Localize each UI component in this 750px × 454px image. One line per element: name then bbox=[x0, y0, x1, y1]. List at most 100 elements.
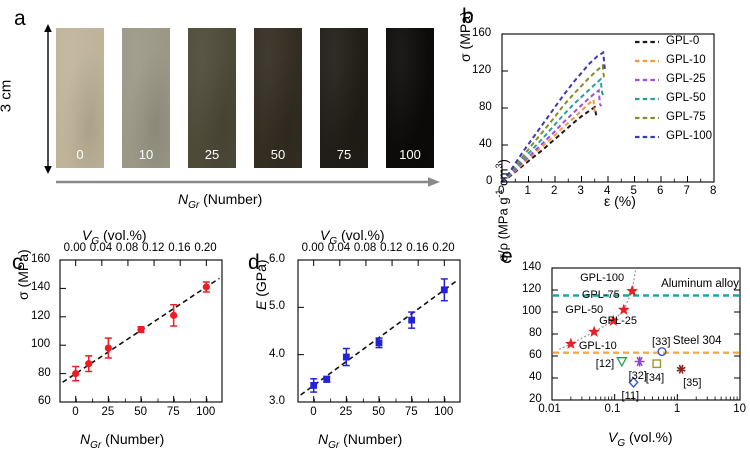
sample-strip-label: 10 bbox=[138, 147, 154, 162]
panel-d-data-points bbox=[310, 278, 448, 393]
tick-label: 0.16 bbox=[406, 242, 429, 254]
tick-label: GPL-10 bbox=[578, 339, 617, 352]
scale-bar-arrow bbox=[44, 24, 52, 174]
tick-label: GPL-50 bbox=[565, 303, 604, 316]
tick-label: 0.04 bbox=[327, 242, 351, 254]
legend-item: GPL-100 bbox=[634, 131, 712, 143]
tick-label: [12] bbox=[595, 357, 615, 370]
sample-strip-50: 50 bbox=[254, 28, 302, 168]
panel-c-top-axis-title: VG (vol.%) bbox=[82, 228, 147, 247]
panel-d-axes-frame bbox=[297, 259, 461, 403]
panel-c-x-axis-title: NGr (Number) bbox=[80, 432, 164, 451]
panel-b-x-ticks bbox=[501, 176, 715, 182]
tick-label: 3.0 bbox=[269, 395, 285, 407]
tick-label: 100 bbox=[434, 406, 454, 418]
panel-c-top-axis-symbol: V bbox=[82, 227, 92, 243]
panel-d-top-axis-title: VG (vol.%) bbox=[320, 228, 385, 247]
panel-e-x-axis-unit: (vol.%) bbox=[625, 429, 673, 445]
panel-a-letter: a bbox=[14, 7, 26, 30]
tick-label: 40 bbox=[529, 371, 542, 383]
tick-label: 0 bbox=[310, 406, 317, 418]
tick-label: 1 bbox=[673, 403, 681, 415]
panel-c-top-axis-unit: (vol.%) bbox=[99, 227, 147, 243]
tick-label: 7 bbox=[683, 185, 690, 197]
panel-e-chart bbox=[551, 267, 741, 401]
sample-strip-label: 25 bbox=[204, 147, 220, 162]
tick-label: 20 bbox=[529, 393, 542, 405]
panel-d-letter: d bbox=[248, 251, 260, 274]
tick-label: 120 bbox=[31, 309, 51, 322]
tick-label: 60 bbox=[38, 395, 51, 407]
legend-swatch-line bbox=[635, 116, 659, 120]
tick-label: 0.20 bbox=[194, 242, 217, 254]
tick-label: 3 bbox=[577, 185, 584, 197]
tick-label: 4 bbox=[604, 185, 611, 197]
tick-label: [32] bbox=[628, 369, 647, 382]
tick-label: 0.1 bbox=[604, 403, 621, 415]
tick-label: [35] bbox=[683, 377, 702, 390]
tick-label: 120 bbox=[472, 64, 492, 76]
legend-label: GPL-10 bbox=[666, 54, 706, 67]
legend-item: GPL-25 bbox=[634, 74, 706, 86]
tick-label: 1 bbox=[524, 185, 531, 197]
panel-e-x-axis-title: VG (vol.%) bbox=[608, 430, 673, 449]
panel-a-direction-arrow bbox=[56, 177, 440, 187]
panel-c-letter: c bbox=[12, 251, 23, 274]
panel-d-chart bbox=[297, 259, 461, 403]
tick-label: 0.08 bbox=[353, 242, 377, 254]
panel-d-y-axis-title-text: E (GPa) bbox=[253, 259, 269, 310]
tick-label: 25 bbox=[101, 406, 115, 418]
panel-c-y-axis-title-text: σ (MPa) bbox=[15, 249, 31, 300]
tick-label: 0.01 bbox=[538, 403, 561, 415]
tick-label: 0 bbox=[486, 175, 493, 187]
panel-e-axes-frame bbox=[551, 267, 741, 401]
tick-label: 0.04 bbox=[89, 242, 113, 254]
sample-strip-0: 0 bbox=[56, 28, 104, 168]
tick-label: [34] bbox=[645, 371, 665, 384]
panel-c-data-points bbox=[72, 281, 210, 382]
sample-strip-25: 25 bbox=[188, 28, 236, 168]
legend-label: GPL-100 bbox=[666, 130, 713, 143]
sample-strip-10: 10 bbox=[122, 28, 170, 168]
panel-d-ticks bbox=[297, 259, 446, 403]
legend-swatch-line bbox=[635, 59, 659, 63]
tick-label: 140 bbox=[522, 261, 542, 273]
tick-label: 0.20 bbox=[432, 242, 455, 254]
tick-label: 4.0 bbox=[269, 347, 285, 360]
tick-label: 0.12 bbox=[380, 242, 403, 254]
tick-label: 10 bbox=[733, 403, 746, 415]
tick-label: 0 bbox=[72, 406, 79, 418]
tick-label: Steel 304 bbox=[672, 334, 722, 347]
legend-swatch-line bbox=[635, 78, 659, 82]
tick-label: 75 bbox=[404, 406, 418, 418]
legend-label: GPL-50 bbox=[666, 92, 706, 105]
panel-c-chart bbox=[59, 259, 223, 403]
legend-swatch-line bbox=[635, 135, 659, 139]
panel-b-axes-frame bbox=[501, 33, 715, 183]
panel-c-x-axis-symbol: N bbox=[80, 431, 91, 447]
panel-e-letter: e bbox=[501, 245, 513, 268]
tick-label: 6 bbox=[657, 185, 664, 197]
tick-label: 50 bbox=[372, 406, 385, 418]
legend-item: GPL-50 bbox=[634, 93, 706, 105]
panel-d-x-axis-subscript: Gr bbox=[328, 439, 340, 451]
panel-d-top-axis-symbol: V bbox=[320, 227, 330, 243]
tick-label: 50 bbox=[134, 406, 147, 418]
panel-b-series-group bbox=[501, 50, 607, 183]
panel-c-ticks bbox=[59, 259, 208, 403]
tick-label: [33] bbox=[652, 335, 671, 348]
panel-e-data-points bbox=[564, 284, 686, 389]
tick-label: 75 bbox=[166, 406, 180, 418]
tick-label: 40 bbox=[479, 138, 492, 150]
tick-label: 0.08 bbox=[115, 242, 139, 254]
scale-bar-label-text: 3 cm bbox=[0, 79, 15, 113]
tick-label: GPL-100 bbox=[580, 272, 625, 285]
sample-strip-100: 100 bbox=[386, 28, 434, 168]
tick-label: 120 bbox=[522, 283, 542, 295]
tick-label: 100 bbox=[522, 305, 542, 317]
sample-strip-label: 0 bbox=[76, 147, 84, 162]
panel-e-x-axis-subscript: G bbox=[617, 437, 626, 449]
panel-e-reference-lines bbox=[553, 294, 739, 354]
panel-c-x-axis-subscript: Gr bbox=[90, 439, 102, 451]
panel-d-top-axis-subscript: G bbox=[329, 235, 338, 247]
